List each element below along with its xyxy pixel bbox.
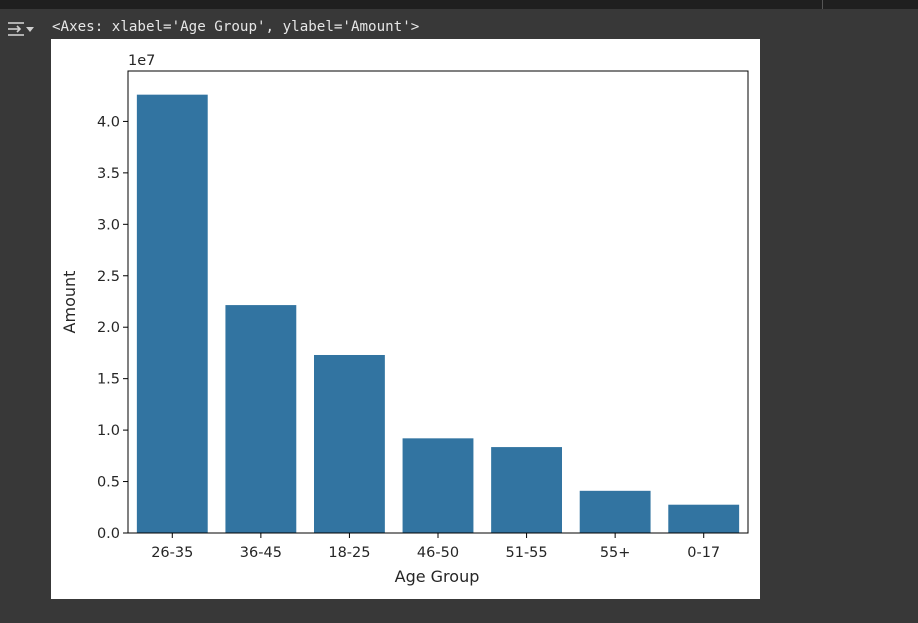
x-tick-label: 46-50 bbox=[417, 545, 459, 561]
bar-36-45 bbox=[225, 305, 297, 533]
collapse-output-icon bbox=[8, 22, 34, 36]
y-axis-ticks: 0.0 0.5 1.0 1.5 2.0 2.5 3.0 3.5 4.0 bbox=[97, 114, 128, 542]
y-tick-label: 2.0 bbox=[97, 320, 120, 336]
y-offset-label: 1e7 bbox=[128, 53, 155, 69]
y-tick-label: 2.5 bbox=[97, 269, 120, 285]
bar-46-50 bbox=[402, 438, 474, 533]
x-tick-label: 36-45 bbox=[240, 545, 282, 561]
x-tick-label: 55+ bbox=[600, 545, 631, 561]
cell-output-repr: <Axes: xlabel='Age Group', ylabel='Amoun… bbox=[52, 19, 420, 35]
chart-figure: 0.0 0.5 1.0 1.5 2.0 2.5 3.0 3.5 4.0 26-35 36-45 18… bbox=[51, 39, 760, 599]
bar-55+ bbox=[579, 490, 651, 533]
x-tick-label: 26-35 bbox=[151, 545, 193, 561]
bar-18-25 bbox=[314, 354, 385, 533]
bar-26-35 bbox=[136, 94, 208, 533]
top-toolbar bbox=[0, 0, 918, 9]
x-axis-ticks: 26-35 36-45 18-25 46-50 51-55 55+ 0-17 bbox=[151, 533, 720, 561]
x-tick-label: 0-17 bbox=[687, 545, 720, 561]
y-axis-label: Amount bbox=[60, 271, 79, 334]
x-tick-label: 51-55 bbox=[506, 545, 548, 561]
bar-chart: 0.0 0.5 1.0 1.5 2.0 2.5 3.0 3.5 4.0 26-35 36-45 18… bbox=[60, 53, 749, 586]
y-tick-label: 3.0 bbox=[97, 217, 120, 233]
bar-0-17 bbox=[668, 504, 740, 533]
y-tick-label: 1.0 bbox=[97, 423, 120, 439]
y-tick-label: 3.5 bbox=[97, 166, 120, 182]
y-tick-label: 0.0 bbox=[97, 526, 120, 542]
toolbar-divider bbox=[822, 0, 823, 9]
y-tick-label: 0.5 bbox=[97, 475, 120, 491]
y-tick-label: 4.0 bbox=[97, 114, 120, 130]
bars-group bbox=[136, 94, 740, 533]
y-tick-label: 1.5 bbox=[97, 372, 120, 388]
x-tick-label: 18-25 bbox=[328, 545, 370, 561]
collapse-output-button[interactable] bbox=[6, 18, 36, 40]
x-axis-label: Age Group bbox=[395, 567, 480, 586]
bar-51-55 bbox=[491, 447, 562, 533]
